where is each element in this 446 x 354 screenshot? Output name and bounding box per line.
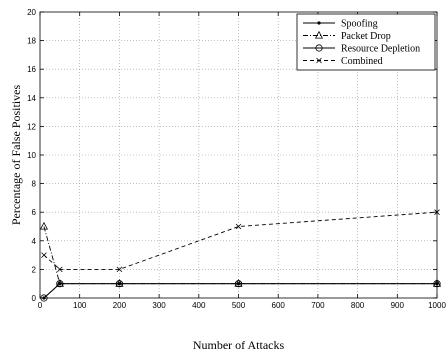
- resource-depletion-point: [433, 280, 441, 288]
- resource-depletion-point: [56, 280, 64, 288]
- x-marker-stroke: [316, 57, 322, 64]
- legend-marker-resource-depletion: [315, 44, 323, 52]
- packet-drop-point: [234, 279, 243, 287]
- x-tick-label: 600: [272, 301, 286, 310]
- grid: [40, 12, 437, 298]
- x-tick-label: 700: [311, 301, 325, 310]
- packet-drop-line: [43, 226, 437, 285]
- x-marker-stroke: [116, 266, 123, 273]
- y-tick-label: 4: [32, 237, 37, 246]
- x-tick-label: 900: [391, 301, 405, 310]
- x-marker-stroke: [57, 266, 63, 273]
- resource-depletion-point: [115, 280, 124, 288]
- resource-depletion-point: [234, 280, 243, 288]
- legend-label-spoofing: Spoofing: [341, 19, 378, 30]
- x-tick-label: 400: [192, 301, 206, 310]
- legend-label-resource-depletion: Resource Depletion: [341, 44, 420, 55]
- legend-label-packet-drop: Packet Drop: [341, 31, 391, 42]
- x-marker-stroke: [434, 209, 440, 215]
- resource-depletion-point: [40, 294, 48, 302]
- combined-point: [57, 266, 63, 273]
- x-tick-label: 800: [351, 301, 365, 310]
- combined-point: [116, 266, 123, 273]
- axes: 0 100 200 300 400 500 600 700 800 900 1000 0 2 4 6 8 10 1…: [27, 8, 446, 310]
- x-tick-label: 0: [38, 301, 43, 310]
- legend-label-combined: Combined: [341, 56, 383, 67]
- legend-marker-spoofing: [317, 21, 321, 25]
- x-tick-label: 500: [232, 301, 246, 310]
- y-tick-label: 14: [27, 94, 36, 103]
- x-axis-label: Number of Attacks: [193, 338, 285, 352]
- series-spoofing: [42, 282, 439, 300]
- legend-marker-combined: [316, 57, 322, 64]
- y-axis-label: Percentage of False Positives: [9, 85, 23, 226]
- packet-drop-point: [432, 279, 442, 287]
- combined-point: [41, 252, 47, 258]
- packet-drop-point: [39, 221, 49, 230]
- packet-drop-point: [55, 279, 64, 287]
- combined-point: [235, 223, 242, 230]
- packet-drop-point: [115, 279, 124, 287]
- series-packet-drop: [39, 221, 442, 287]
- x-tick-label: 200: [113, 301, 127, 310]
- series-layer: [39, 209, 442, 302]
- series-combined: [41, 209, 440, 273]
- combined-point: [434, 209, 440, 215]
- x-marker-stroke: [41, 252, 47, 258]
- y-tick-label: 20: [27, 8, 36, 17]
- x-tick-label: 1000: [428, 301, 446, 310]
- legend-marker-packet-drop: [314, 30, 324, 39]
- x-marker-stroke: [235, 223, 242, 230]
- series-resource-depletion: [40, 280, 441, 302]
- y-tick-label: 6: [32, 208, 37, 217]
- combined-line: [43, 211, 438, 270]
- x-tick-label: 300: [152, 301, 166, 310]
- y-tick-label: 10: [27, 151, 36, 160]
- y-tick-label: 0: [32, 294, 37, 303]
- y-tick-label: 8: [32, 180, 37, 189]
- y-tick-label: 2: [32, 265, 37, 274]
- y-tick-label: 18: [27, 37, 36, 46]
- y-tick-label: 16: [27, 65, 36, 74]
- x-tick-label: 100: [73, 301, 87, 310]
- y-tick-label: 12: [27, 122, 36, 131]
- resource-depletion-line: [43, 283, 437, 299]
